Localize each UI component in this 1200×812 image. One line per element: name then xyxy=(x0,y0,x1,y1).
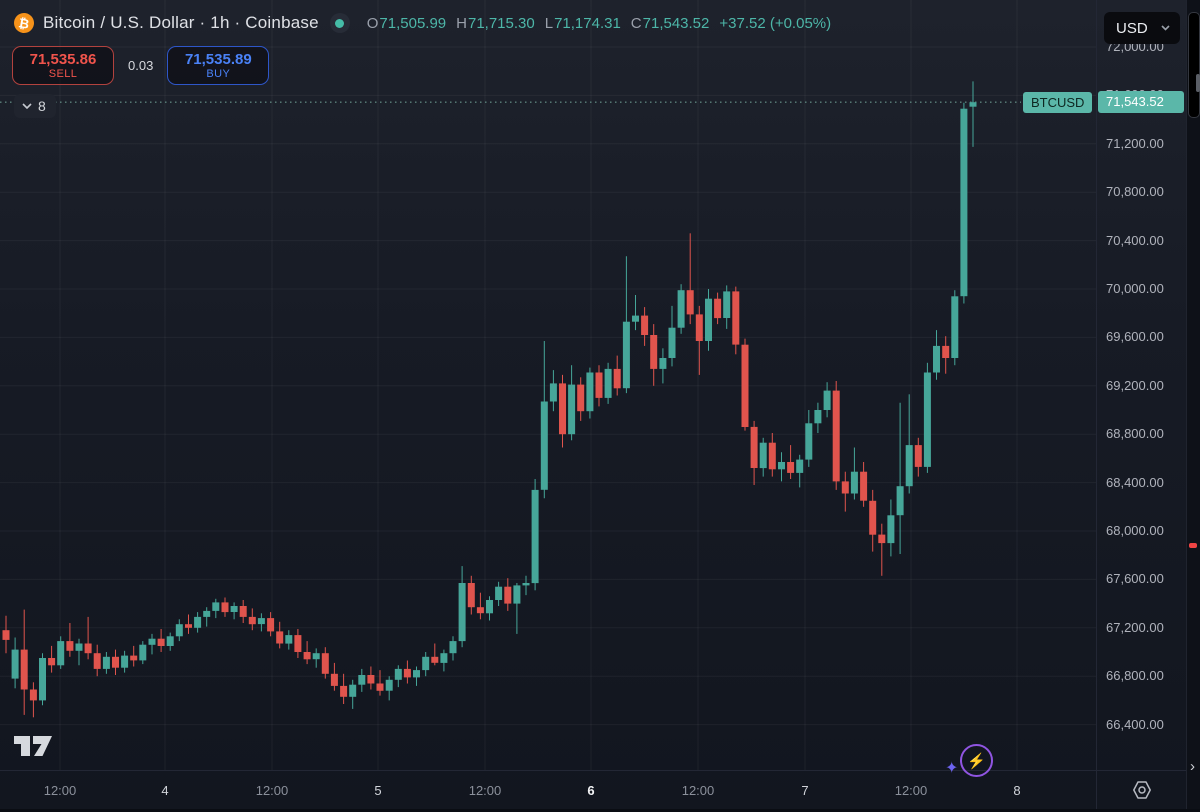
price-tick-label: 69,200.00 xyxy=(1106,377,1164,393)
candlestick-chart[interactable] xyxy=(0,0,1096,770)
time-tick-label: 4 xyxy=(161,783,169,798)
trade-panel: 71,535.86 SELL 0.03 71,535.89 BUY xyxy=(12,46,270,85)
quick-trade-flash-button[interactable]: ✦ ⚡ xyxy=(945,742,998,780)
spread-value: 0.03 xyxy=(128,58,154,73)
chevron-down-icon xyxy=(22,103,32,109)
low-value: 71,174.31 xyxy=(554,14,621,32)
time-tick-label: 6 xyxy=(587,783,595,798)
close-label: C xyxy=(630,14,642,32)
time-axis[interactable]: 12:00 4 12:00 5 12:00 6 12:00 7 12:00 8 xyxy=(0,770,1096,809)
time-tick-label: 12:00 xyxy=(43,783,77,798)
expand-panel-chevron[interactable]: › xyxy=(1190,758,1195,775)
price-scale-settings-icon[interactable] xyxy=(1130,780,1154,800)
price-tick-label: 66,800.00 xyxy=(1106,668,1164,684)
high-value: 71,715.30 xyxy=(467,14,535,32)
low-label: L xyxy=(544,14,554,32)
price-tick-label: 71,200.00 xyxy=(1106,135,1164,151)
time-tick-label: 12:00 xyxy=(255,783,289,798)
current-price-label: 71,543.52 xyxy=(1098,91,1184,114)
sell-button[interactable]: 71,535.86 SELL xyxy=(12,46,114,85)
price-tick-label: 68,400.00 xyxy=(1106,474,1164,490)
price-axis[interactable]: USD 72,000.0071,600.0071,200.0070,800.00… xyxy=(1096,0,1186,770)
ohlc-readout: O 71,505.99 H 71,715.30 L 71,174.31 C 71,543… xyxy=(367,15,831,32)
price-tick-label: 69,600.00 xyxy=(1106,329,1164,345)
sparkle-icon: ✦ xyxy=(945,760,959,777)
time-tick-label: 12:00 xyxy=(894,783,928,798)
currency-toggle-button[interactable]: USD xyxy=(1104,12,1180,44)
right-toolbar-strip[interactable]: › xyxy=(1186,0,1200,809)
open-value: 71,505.99 xyxy=(379,14,447,32)
close-value: 71,543.52 xyxy=(642,14,710,32)
buy-button[interactable]: 71,535.89 BUY xyxy=(167,46,270,85)
price-tick-label: 70,400.00 xyxy=(1106,232,1164,248)
axis-settings-corner xyxy=(1096,770,1186,809)
chevron-down-icon xyxy=(1161,25,1170,31)
time-tick-label: 5 xyxy=(374,783,382,798)
legend-chip-count: 8 xyxy=(38,98,46,114)
sell-price-marker xyxy=(1189,543,1197,548)
buy-label: BUY xyxy=(206,67,231,80)
tradingview-logo-icon xyxy=(14,736,52,756)
price-tick-label: 68,800.00 xyxy=(1106,426,1164,442)
currency-label: USD xyxy=(1116,19,1148,37)
price-tick-label: 68,000.00 xyxy=(1106,523,1164,538)
time-tick-label: 12:00 xyxy=(468,783,502,798)
price-tick-label: 67,200.00 xyxy=(1106,619,1164,635)
time-tick-label: 12:00 xyxy=(681,783,715,798)
lightning-bolt-icon: ⚡ xyxy=(960,744,993,777)
price-tick-label: 67,600.00 xyxy=(1106,571,1164,587)
price-tick-label: 66,400.00 xyxy=(1106,716,1164,732)
sell-label: SELL xyxy=(48,67,78,80)
market-status-icon[interactable] xyxy=(329,13,350,33)
change-value: +37.52 (+0.05%) xyxy=(719,14,832,32)
buy-price: 71,535.89 xyxy=(184,50,252,68)
time-tick-label: 8 xyxy=(1013,783,1021,798)
symbol-price-tag: BTCUSD xyxy=(1023,91,1093,113)
scrollbar-track xyxy=(1188,12,1200,118)
time-tick-label: 7 xyxy=(801,783,809,798)
scrollbar-thumb[interactable] xyxy=(1196,74,1200,92)
bitcoin-icon: ₿ xyxy=(12,11,36,35)
legend-collapse-chip[interactable]: 8 xyxy=(14,94,56,118)
price-tick-label: 70,000.00 xyxy=(1106,281,1164,296)
chart-header: ₿ Bitcoin / U.S. Dollar · 1h · Coinbase … xyxy=(12,11,831,35)
high-label: H xyxy=(456,14,467,32)
tradingview-logo[interactable] xyxy=(13,734,53,758)
price-tick-label: 70,800.00 xyxy=(1106,184,1164,200)
symbol-title[interactable]: Bitcoin / U.S. Dollar · 1h · Coinbase xyxy=(43,13,319,32)
open-label: O xyxy=(366,14,379,32)
sell-price: 71,535.86 xyxy=(29,50,97,68)
